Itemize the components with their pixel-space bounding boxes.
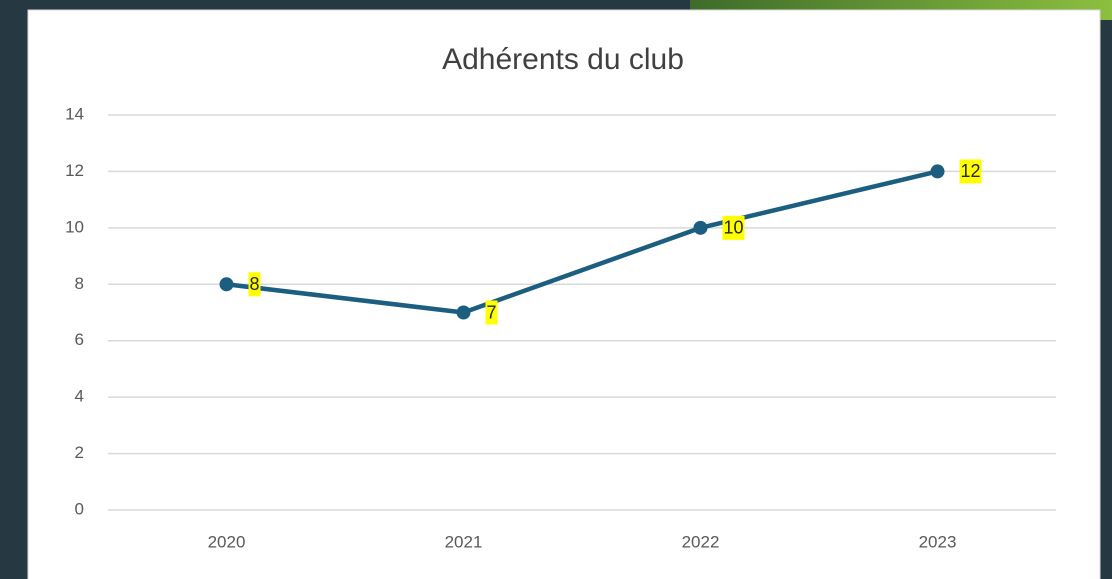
data-label: 8 xyxy=(250,274,260,294)
x-tick-label: 2020 xyxy=(208,532,246,551)
data-label: 10 xyxy=(724,218,744,238)
data-label-bg xyxy=(722,215,745,240)
chart-panel xyxy=(27,9,1101,579)
y-tick-label: 2 xyxy=(75,443,84,462)
line xyxy=(226,169,939,315)
y-tick-label: 4 xyxy=(75,387,84,406)
marker xyxy=(930,164,945,179)
y-tick-label: 14 xyxy=(65,104,84,123)
data-label-bg xyxy=(248,272,261,297)
marker xyxy=(219,277,234,292)
y-tick-label: 0 xyxy=(75,499,84,518)
x-tick-label: 2023 xyxy=(919,532,957,551)
y-tick-label: 6 xyxy=(75,330,84,349)
x-tick-label: 2021 xyxy=(445,532,483,551)
y-tick-label: 12 xyxy=(65,161,84,180)
marker xyxy=(456,305,471,320)
x-tick-label: 2022 xyxy=(682,532,720,551)
chart-title: Adhérents du club xyxy=(442,43,684,76)
marker xyxy=(693,220,708,235)
y-tick-label: 8 xyxy=(75,274,84,293)
y-tick-label: 10 xyxy=(65,217,84,236)
data-label-bg xyxy=(485,300,498,325)
data-label: 7 xyxy=(487,302,497,322)
data-label: 12 xyxy=(961,161,981,181)
data-label-bg xyxy=(959,159,982,184)
